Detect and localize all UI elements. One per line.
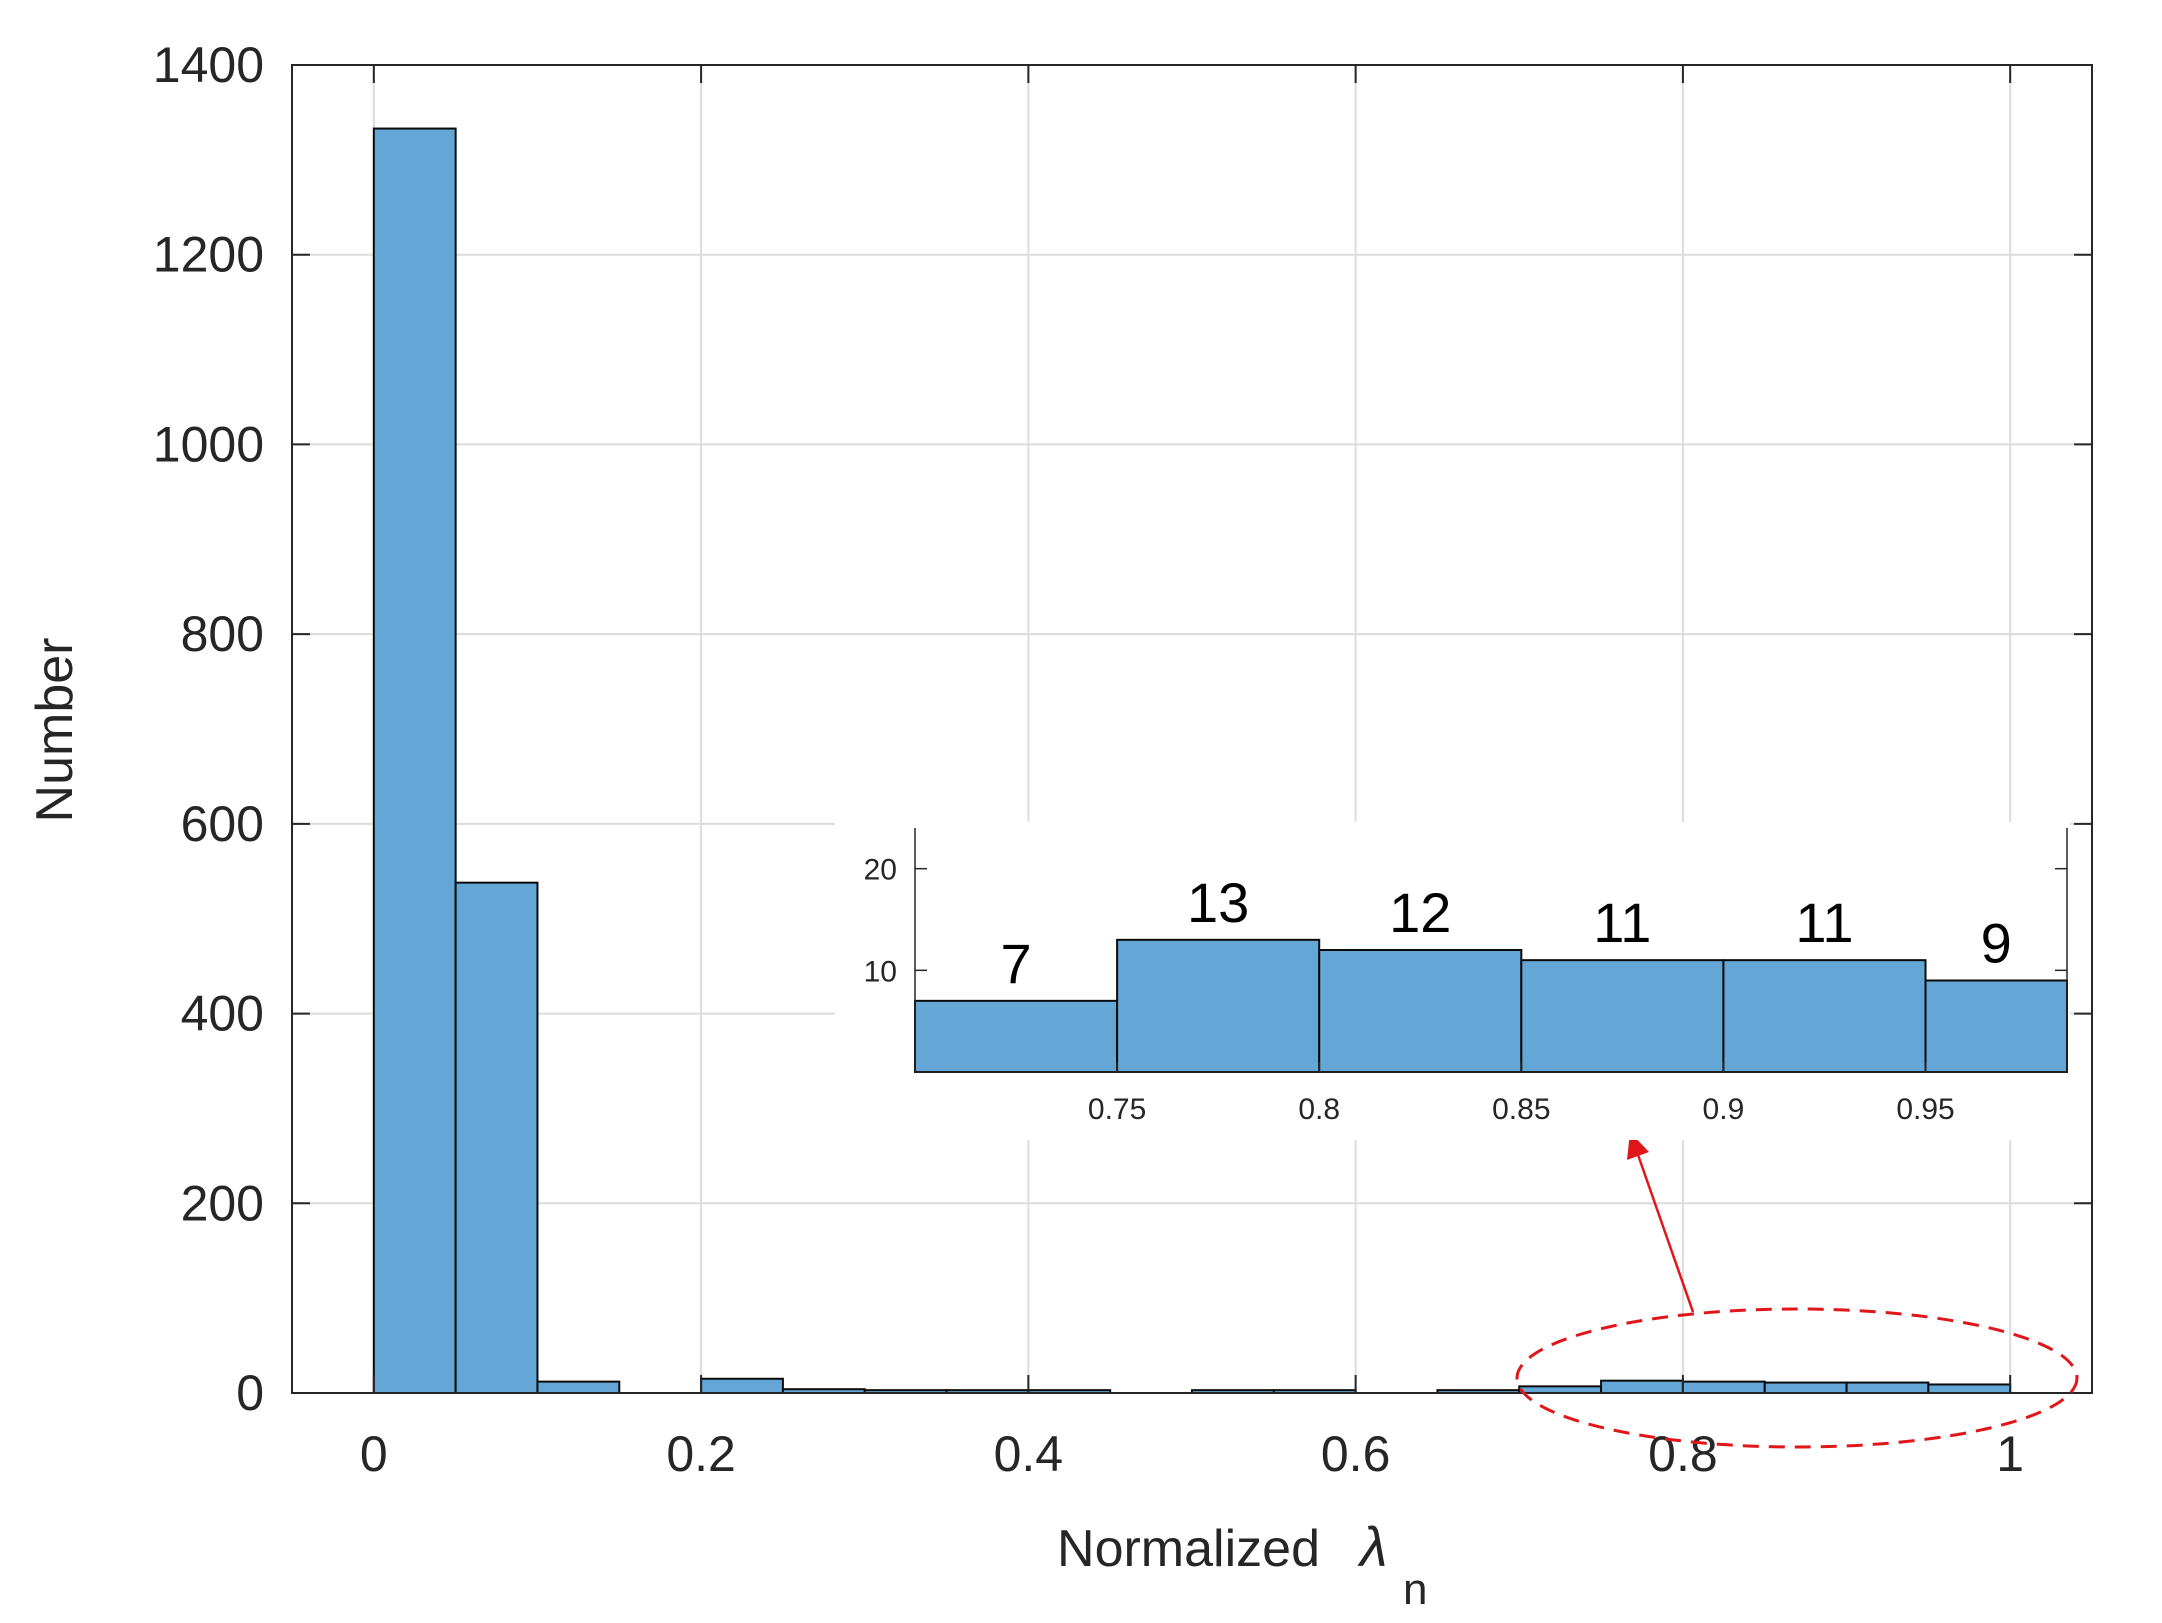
main-tick-marks: [292, 64, 2092, 1394]
y-tick-label: 0: [236, 1365, 264, 1421]
y-axis-label: Number: [26, 638, 84, 823]
histogram-bar: [536, 1380, 621, 1395]
inset-data-label: 11: [1593, 891, 1651, 954]
y-tick-label: 1400: [153, 37, 264, 93]
main-y-tick-labels: 0 200 400 600 800 1000 1200 1400: [153, 37, 264, 1421]
x-tick-label: 0.4: [994, 1426, 1064, 1482]
x-tick-label: 0.6: [1321, 1426, 1391, 1482]
inset-bar: [1924, 979, 2069, 1073]
x-tick-label: 0: [360, 1426, 388, 1482]
inset-x-tick-label: 0.85: [1492, 1093, 1550, 1126]
inset-data-label: 11: [1795, 891, 1853, 954]
inset-x-tick-label: 0.95: [1896, 1093, 1954, 1126]
inset-data-label: 13: [1187, 871, 1249, 934]
y-tick-label: 200: [181, 1175, 264, 1231]
x-tick-label: 0.2: [666, 1426, 736, 1482]
inset-y-tick-labels: 10 20: [864, 854, 897, 989]
inset-bar: [914, 999, 1119, 1073]
y-tick-label: 1000: [153, 416, 264, 472]
y-tick-label: 800: [181, 606, 264, 662]
x-axis-label: Normalized λ n: [1057, 1515, 1427, 1614]
main-x-tick-labels: 0 0.2 0.4 0.6 0.8 1: [360, 1426, 2024, 1482]
inset-bar: [1116, 938, 1321, 1073]
inset-bar: [1722, 959, 1927, 1074]
inset-y-tick-label: 10: [864, 955, 897, 988]
main-bars: [372, 127, 2012, 1395]
inset-tick-marks: [915, 867, 2067, 1072]
inset-data-label: 12: [1389, 881, 1451, 944]
x-axis-label-symbol: λ: [1357, 1515, 1388, 1578]
inset-chart: 0.75 0.8 0.85 0.9 0.95 10 20 7 13 12 11 11 9: [835, 822, 2070, 1140]
inset-bar: [1520, 959, 1725, 1074]
inset-data-label: 7: [1000, 932, 1031, 995]
histogram-bar: [1681, 1380, 1766, 1395]
histogram-bar: [1927, 1383, 2012, 1395]
inset-bars: [914, 938, 2069, 1074]
inset-x-tick-label: 0.75: [1088, 1093, 1146, 1126]
y-tick-label: 400: [181, 986, 264, 1042]
y-tick-label: 600: [181, 796, 264, 852]
inset-y-tick-label: 20: [864, 854, 897, 887]
histogram-bar: [1600, 1379, 1684, 1395]
histogram-bar: [700, 1377, 784, 1395]
histogram-bar: [372, 127, 457, 1394]
x-tick-label: 1: [1996, 1426, 2024, 1482]
histogram-bar: [454, 881, 539, 1394]
y-tick-label: 1200: [153, 227, 264, 283]
zoom-arrow-line: [1635, 1151, 1695, 1313]
inset-data-label: 9: [1981, 912, 2012, 975]
highlight-ellipse: [1515, 1307, 2079, 1449]
histogram-bar: [1845, 1381, 1930, 1394]
main-axes-box: [291, 64, 2093, 1394]
histogram-bar: [1763, 1381, 1848, 1394]
x-tick-label: 0.8: [1648, 1426, 1718, 1482]
inset-bar: [1318, 949, 1523, 1073]
inset-x-tick-label: 0.8: [1298, 1093, 1340, 1126]
inset-x-tick-labels: 0.75 0.8 0.85 0.9 0.95: [1088, 1093, 1955, 1126]
inset-data-labels: 7 13 12 11 11 9: [1000, 871, 2011, 995]
x-axis-label-text: Normalized: [1057, 1520, 1320, 1578]
inset-x-tick-label: 0.9: [1703, 1093, 1745, 1126]
x-axis-label-subscript: n: [1403, 1565, 1427, 1614]
